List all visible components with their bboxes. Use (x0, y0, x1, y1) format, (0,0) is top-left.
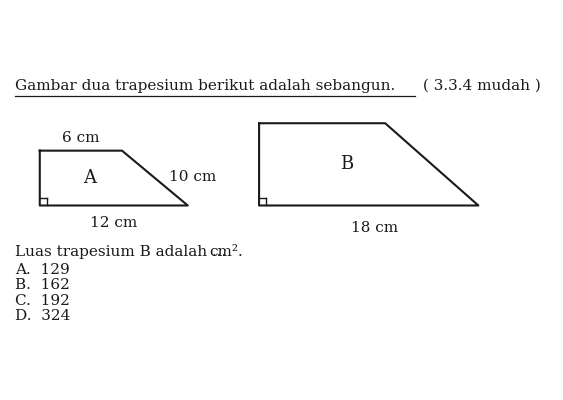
Text: 6 cm: 6 cm (62, 131, 100, 145)
Text: 10 cm: 10 cm (168, 170, 216, 184)
Text: B.  162: B. 162 (15, 278, 70, 292)
Text: C.  192: C. 192 (15, 294, 70, 308)
Text: A.  129: A. 129 (15, 263, 70, 277)
Text: A: A (83, 169, 96, 187)
Text: ( 3.3.4 mudah ): ( 3.3.4 mudah ) (418, 79, 541, 93)
Text: 12 cm: 12 cm (90, 216, 137, 230)
Text: cm².: cm². (210, 245, 243, 259)
Text: Gambar dua trapesium berikut adalah sebangun.: Gambar dua trapesium berikut adalah seba… (15, 79, 395, 93)
Text: D.  324: D. 324 (15, 309, 70, 323)
Text: Luas trapesium B adalah ...: Luas trapesium B adalah ... (15, 245, 226, 259)
Text: B: B (340, 155, 354, 173)
Text: 18 cm: 18 cm (351, 221, 398, 235)
